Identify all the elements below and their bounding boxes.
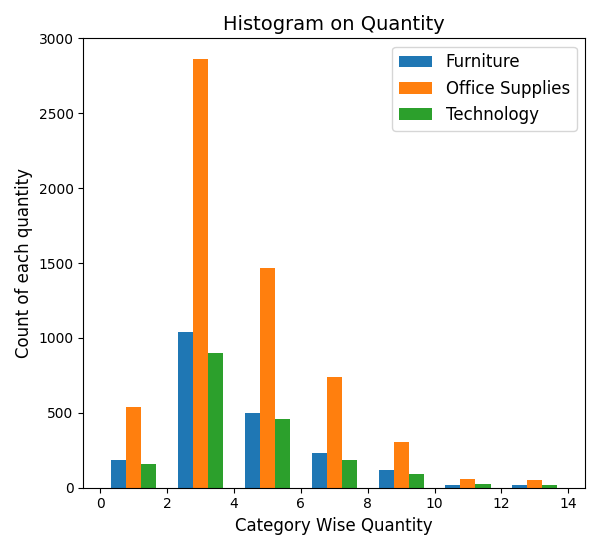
Bar bbox=[326, 377, 342, 488]
Bar bbox=[275, 419, 290, 488]
Y-axis label: Count of each quantity: Count of each quantity bbox=[15, 168, 33, 358]
Bar bbox=[208, 353, 223, 488]
Bar bbox=[245, 413, 260, 488]
Bar bbox=[126, 407, 141, 488]
Bar bbox=[342, 460, 357, 488]
Bar bbox=[178, 332, 193, 488]
Bar bbox=[141, 464, 156, 488]
Bar bbox=[193, 59, 208, 488]
Bar bbox=[527, 480, 542, 488]
Bar bbox=[379, 470, 394, 488]
Bar bbox=[394, 442, 409, 488]
Bar bbox=[311, 453, 326, 488]
Bar bbox=[260, 267, 275, 488]
Bar bbox=[512, 485, 527, 488]
Bar bbox=[445, 485, 460, 488]
Legend: Furniture, Office Supplies, Technology: Furniture, Office Supplies, Technology bbox=[392, 47, 577, 131]
X-axis label: Category Wise Quantity: Category Wise Quantity bbox=[235, 517, 433, 535]
Bar bbox=[460, 478, 475, 488]
Bar bbox=[542, 485, 557, 488]
Bar bbox=[111, 460, 126, 488]
Bar bbox=[409, 474, 424, 488]
Title: Histogram on Quantity: Histogram on Quantity bbox=[223, 15, 445, 34]
Bar bbox=[475, 484, 491, 488]
